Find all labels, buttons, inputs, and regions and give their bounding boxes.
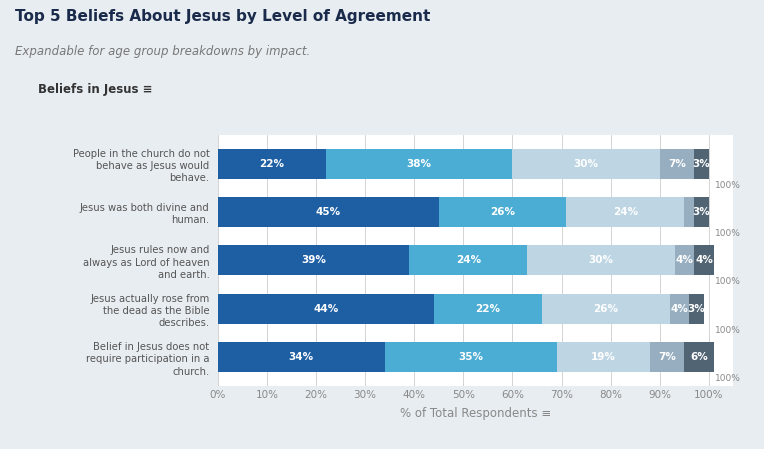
Text: 7%: 7%: [659, 352, 676, 362]
Text: 38%: 38%: [406, 158, 432, 169]
Bar: [694, 149, 709, 179]
FancyBboxPatch shape: [0, 135, 764, 386]
Bar: [542, 294, 669, 324]
Text: Expandable for age group breakdowns by impact.: Expandable for age group breakdowns by i…: [15, 45, 310, 58]
Text: 100%: 100%: [715, 180, 740, 189]
Bar: [410, 246, 527, 275]
Bar: [689, 294, 704, 324]
Text: 24%: 24%: [455, 255, 481, 265]
Text: 100%: 100%: [715, 229, 740, 238]
Bar: [660, 149, 694, 179]
Bar: [218, 149, 325, 179]
Bar: [385, 342, 557, 372]
Bar: [557, 342, 650, 372]
Text: 22%: 22%: [475, 304, 500, 314]
Bar: [675, 246, 694, 275]
Text: 7%: 7%: [668, 158, 686, 169]
Bar: [218, 246, 410, 275]
Bar: [685, 197, 694, 227]
Text: 45%: 45%: [316, 207, 341, 217]
Bar: [439, 197, 566, 227]
Text: 4%: 4%: [675, 255, 693, 265]
Text: 4%: 4%: [695, 255, 713, 265]
Text: 3%: 3%: [688, 304, 705, 314]
Bar: [513, 149, 660, 179]
Bar: [669, 294, 689, 324]
Text: 30%: 30%: [574, 158, 599, 169]
Bar: [694, 246, 714, 275]
Text: 26%: 26%: [593, 304, 618, 314]
Text: 35%: 35%: [458, 352, 483, 362]
Text: 34%: 34%: [289, 352, 314, 362]
Text: 100%: 100%: [715, 326, 740, 335]
Text: 44%: 44%: [313, 304, 338, 314]
Text: 3%: 3%: [693, 207, 711, 217]
Text: 4%: 4%: [671, 304, 688, 314]
Bar: [218, 197, 439, 227]
Text: 24%: 24%: [613, 207, 638, 217]
Text: 100%: 100%: [715, 277, 740, 286]
Bar: [527, 246, 675, 275]
Bar: [650, 342, 685, 372]
Bar: [218, 294, 434, 324]
Text: Beliefs in Jesus ≡: Beliefs in Jesus ≡: [38, 83, 153, 96]
Text: 6%: 6%: [690, 352, 708, 362]
Text: 30%: 30%: [588, 255, 613, 265]
Bar: [434, 294, 542, 324]
Bar: [325, 149, 513, 179]
Text: 39%: 39%: [301, 255, 326, 265]
Text: 22%: 22%: [259, 158, 284, 169]
Bar: [694, 197, 709, 227]
Text: 100%: 100%: [715, 374, 740, 383]
Bar: [685, 342, 714, 372]
Text: 26%: 26%: [490, 207, 515, 217]
Text: 3%: 3%: [693, 158, 711, 169]
Bar: [218, 342, 385, 372]
Text: Top 5 Beliefs About Jesus by Level of Agreement: Top 5 Beliefs About Jesus by Level of Ag…: [15, 9, 431, 24]
X-axis label: % of Total Respondents ≡: % of Total Respondents ≡: [400, 407, 551, 420]
Bar: [566, 197, 685, 227]
Text: 19%: 19%: [591, 352, 616, 362]
